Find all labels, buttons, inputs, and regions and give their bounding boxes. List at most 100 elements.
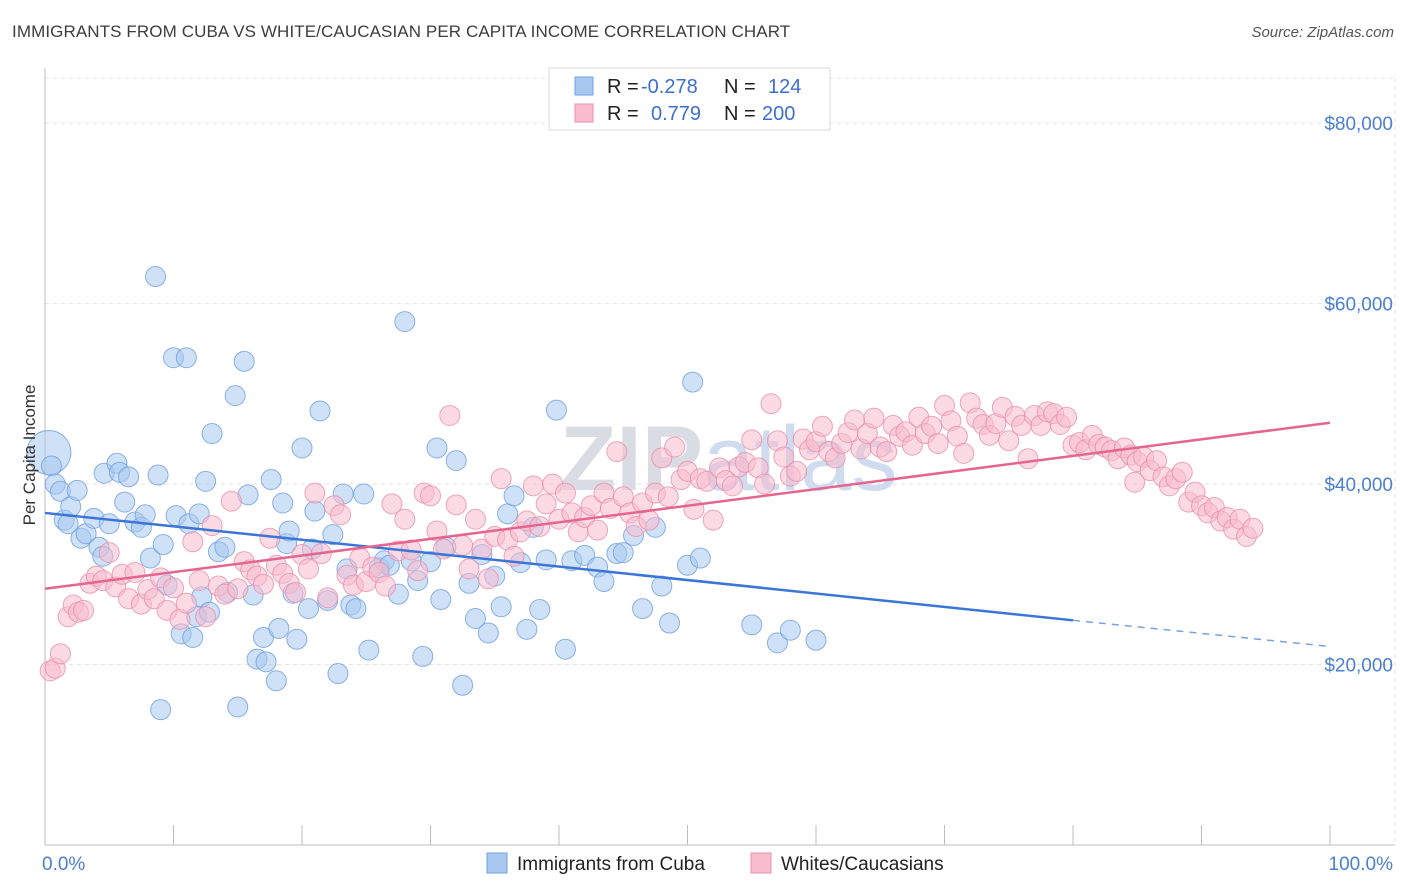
point-whites-107 xyxy=(721,475,743,497)
point-whites-81 xyxy=(554,482,576,504)
point-whites-63 xyxy=(439,404,461,426)
point-cuba-86 xyxy=(452,674,474,696)
bottom-legend-swatch-cuba xyxy=(486,852,508,874)
point-whites-76 xyxy=(522,475,544,497)
point-cuba-43 xyxy=(224,385,246,407)
point-cuba-22 xyxy=(139,547,161,569)
point-cuba-98 xyxy=(529,598,551,620)
point-cuba-85 xyxy=(445,450,467,472)
trend-line-cuba-extension xyxy=(1072,619,1331,648)
trend-lines xyxy=(44,421,1331,648)
y-tick-label-2: $60,000 xyxy=(1324,295,1393,316)
x-tick-label-1: 100.0% xyxy=(1329,854,1394,875)
legend-n-value-cuba: 124 xyxy=(768,76,801,98)
point-cuba-59 xyxy=(291,437,313,459)
point-whites-53 xyxy=(375,575,397,597)
legend-r-label-whites: R = xyxy=(607,103,639,125)
point-whites-64 xyxy=(445,494,467,516)
point-cuba-31 xyxy=(175,347,197,369)
bottom-legend-swatch-whites xyxy=(750,852,772,874)
point-cuba-39 xyxy=(201,423,223,445)
point-whites-25 xyxy=(195,606,217,628)
point-whites-110 xyxy=(741,429,763,451)
series-legend: Immigrants from Cuba Whites/Caucasians xyxy=(486,852,944,875)
y-tick-label-3: $80,000 xyxy=(1324,114,1393,135)
legend-r-value-cuba: -0.278 xyxy=(641,76,698,98)
trend-line-whites xyxy=(44,421,1331,590)
point-whites-10 xyxy=(98,542,120,564)
point-cuba-119 xyxy=(805,629,827,651)
point-cuba-45 xyxy=(233,350,255,372)
point-whites-143 xyxy=(953,442,975,464)
point-cuba-88 xyxy=(464,608,486,630)
point-cuba-49 xyxy=(252,626,274,648)
legend-r-value-whites: 0.779 xyxy=(651,103,701,125)
point-cuba-82 xyxy=(426,437,448,459)
point-cuba-92 xyxy=(490,596,512,618)
point-cuba-54 xyxy=(272,492,294,514)
point-whites-58 xyxy=(407,560,429,582)
point-cuba-33 xyxy=(182,626,204,648)
point-whites-66 xyxy=(458,558,480,580)
point-cuba-111 xyxy=(651,575,673,597)
legend-swatch-cuba xyxy=(574,76,594,96)
point-whites-112 xyxy=(754,473,776,495)
point-cuba-14 xyxy=(98,513,120,535)
point-cuba-17 xyxy=(114,491,136,513)
point-cuba-72 xyxy=(358,639,380,661)
chart-title: IMMIGRANTS FROM CUBA VS WHITE/CAUCASIAN … xyxy=(12,22,791,41)
point-whites-34 xyxy=(252,573,274,595)
point-whites-71 xyxy=(490,468,512,490)
point-cuba-117 xyxy=(766,632,788,654)
point-cuba-105 xyxy=(593,571,615,593)
source-credit: Source: ZipAtlas.com xyxy=(1251,24,1394,41)
point-whites-26 xyxy=(201,515,223,537)
point-cuba-52 xyxy=(265,670,287,692)
point-whites-2 xyxy=(49,643,71,665)
point-whites-97 xyxy=(657,486,679,508)
point-cuba-7 xyxy=(66,479,88,501)
y-axis-label: Per Capita Income xyxy=(20,385,39,526)
point-cuba-53 xyxy=(268,617,290,639)
point-cuba-1 xyxy=(40,455,62,477)
point-whites-24 xyxy=(188,570,210,592)
point-whites-131 xyxy=(876,441,898,463)
point-cuba-41 xyxy=(214,536,236,558)
point-cuba-71 xyxy=(353,483,375,505)
point-cuba-44 xyxy=(227,696,249,718)
point-whites-113 xyxy=(760,393,782,415)
point-whites-39 xyxy=(285,581,307,603)
point-whites-159 xyxy=(1056,406,1078,428)
point-whites-14 xyxy=(124,561,146,583)
point-cuba-116 xyxy=(741,614,763,636)
point-whites-89 xyxy=(606,441,628,463)
point-whites-65 xyxy=(452,534,474,556)
legend-n-label-whites: N = xyxy=(724,103,756,125)
point-whites-121 xyxy=(811,415,833,437)
point-cuba-80 xyxy=(412,645,434,667)
point-whites-41 xyxy=(297,558,319,580)
point-whites-129 xyxy=(863,407,885,429)
point-whites-42 xyxy=(304,482,326,504)
point-whites-189 xyxy=(1124,471,1146,493)
point-cuba-96 xyxy=(516,618,538,640)
point-cuba-77 xyxy=(394,311,416,333)
legend-n-label-cuba: N = xyxy=(724,76,756,98)
point-whites-188 xyxy=(1242,517,1264,539)
point-cuba-50 xyxy=(255,651,277,673)
series-whites-caucasians xyxy=(39,392,1264,682)
trend-line-cuba xyxy=(44,511,1074,622)
y-tick-label-1: $40,000 xyxy=(1324,475,1393,496)
point-whites-56 xyxy=(394,508,416,530)
point-whites-117 xyxy=(786,460,808,482)
point-whites-86 xyxy=(587,519,609,541)
point-cuba-66 xyxy=(327,663,349,685)
point-cuba-62 xyxy=(304,500,326,522)
point-cuba-63 xyxy=(309,400,331,422)
point-whites-6 xyxy=(73,599,95,621)
point-cuba-70 xyxy=(345,598,367,620)
point-cuba-112 xyxy=(659,612,681,634)
point-whites-101 xyxy=(683,498,705,520)
point-whites-29 xyxy=(220,490,242,512)
point-cuba-90 xyxy=(477,622,499,644)
